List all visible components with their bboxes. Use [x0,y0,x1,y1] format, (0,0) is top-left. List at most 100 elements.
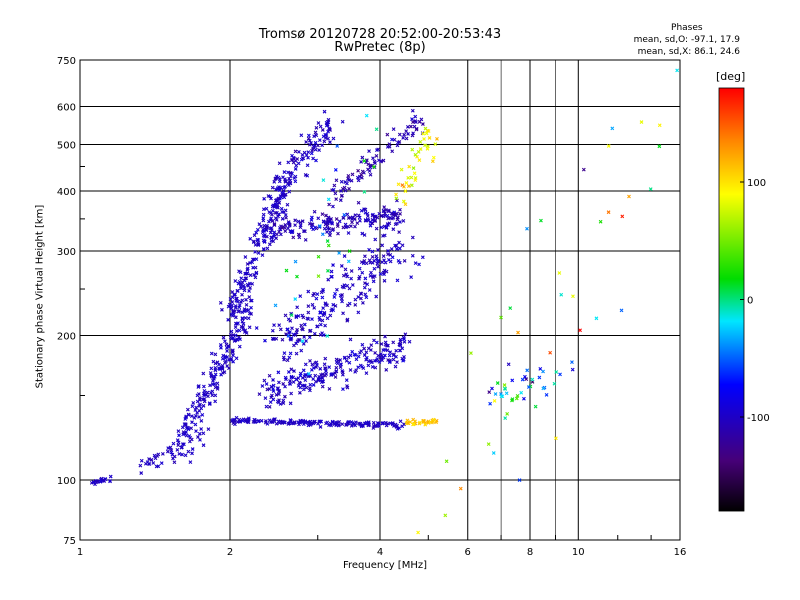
colorbar-band [719,359,744,361]
colorbar-band [719,121,744,123]
colorbar-band [719,184,744,186]
data-point [271,389,276,393]
data-point [245,262,250,266]
colorbar-band [719,500,744,502]
data-point [307,335,312,340]
data-point [492,399,497,403]
data-point [212,382,217,386]
data-point [334,360,339,364]
colorbar-band [719,419,744,421]
data-point [327,386,332,391]
data-point [346,303,350,308]
data-point [619,308,624,313]
colorbar-band [719,336,744,338]
data-point [557,271,562,275]
colorbar-band [719,333,744,335]
data-point [238,337,242,342]
data-point [360,270,365,275]
data-point [222,370,227,375]
data-point [371,275,376,280]
colorbar-band [719,468,744,470]
colorbar-band [719,483,744,485]
colorbar-band [719,256,744,258]
colorbar-band [719,207,744,209]
data-point [413,419,417,424]
data-point [186,427,191,432]
data-point [247,325,252,330]
data-point [251,265,255,270]
data-point [426,144,430,149]
data-point [270,328,275,333]
data-point [306,289,311,294]
colorbar-band [719,102,744,104]
colorbar-band [719,233,744,235]
data-point [283,192,288,197]
data-point [302,335,307,339]
colorbar-band [719,206,744,208]
data-point [393,422,398,427]
colorbar-band [719,351,744,353]
colorbar-band [719,422,744,424]
colorbar-band [719,94,744,96]
data-point [281,401,286,405]
data-point [248,298,253,303]
data-point [514,396,519,401]
data-point [340,299,344,304]
colorbar-band [719,262,744,264]
data-point [374,153,379,158]
data-point [197,396,202,400]
data-point [301,420,305,424]
data-point [412,171,417,176]
colorbar-band [719,368,744,370]
data-point [357,276,361,281]
data-point [240,298,245,303]
data-point [291,380,296,384]
data-point [385,348,390,353]
data-point [382,278,387,283]
colorbar-band [719,267,744,269]
colorbar-band [719,299,744,301]
colorbar-band [719,440,744,442]
colorbar-band [719,275,744,277]
colorbar-band [719,109,744,111]
data-point [390,216,394,221]
data-point [299,348,304,353]
data-point [380,358,384,363]
colorbar-band [719,471,744,473]
data-point [139,471,144,475]
data-point [286,370,291,374]
colorbar-band [719,245,744,247]
colorbar-band [719,337,744,339]
colorbar-band [719,183,744,185]
data-point [364,371,369,376]
data-point [374,340,379,345]
data-point [283,213,288,217]
data-point [280,210,285,214]
data-point [223,360,227,365]
data-point [321,178,326,182]
data-point [379,225,384,230]
data-point [657,144,662,149]
data-point [301,341,306,346]
colorbar-band [719,283,744,285]
colorbar-band [719,397,744,399]
data-point [297,380,302,385]
data-point [270,208,275,213]
data-point [218,300,223,305]
data-point [541,369,545,374]
colorbar-band [719,476,744,478]
data-point [270,212,274,217]
data-point [371,420,376,425]
data-point [237,305,242,310]
data-point [316,274,321,278]
data-point [246,419,251,424]
data-point [288,401,293,406]
colorbar-band [719,287,744,289]
colorbar-label: [deg] [716,70,746,83]
colorbar-band [719,325,744,327]
data-point [260,384,265,388]
colorbar-band [719,464,744,466]
data-point [268,400,273,405]
colorbar-band [719,408,744,410]
data-point [374,294,379,299]
